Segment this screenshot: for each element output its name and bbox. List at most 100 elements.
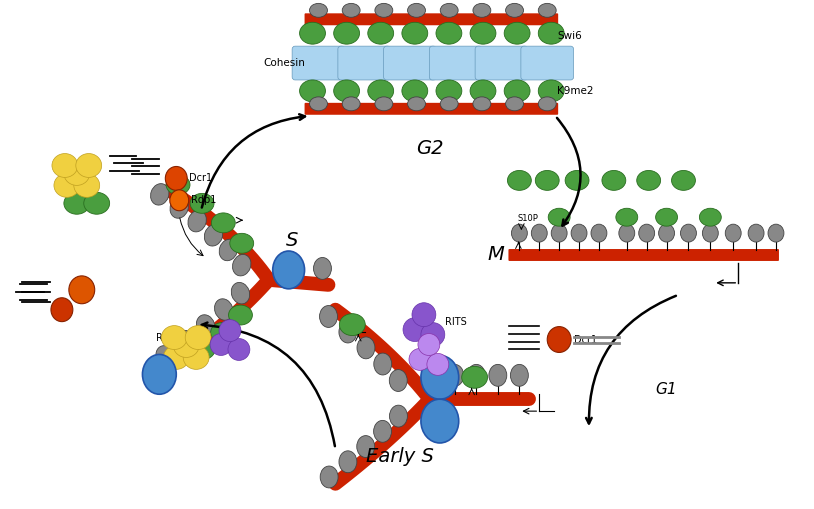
FancyBboxPatch shape	[475, 46, 527, 80]
Ellipse shape	[374, 420, 392, 442]
Ellipse shape	[421, 355, 459, 399]
Ellipse shape	[702, 224, 718, 242]
Ellipse shape	[219, 239, 238, 261]
Ellipse shape	[547, 327, 571, 352]
Ellipse shape	[446, 364, 464, 386]
Ellipse shape	[339, 314, 365, 335]
Ellipse shape	[538, 4, 556, 17]
Ellipse shape	[409, 349, 431, 371]
Ellipse shape	[52, 154, 78, 178]
Ellipse shape	[418, 333, 440, 355]
Ellipse shape	[436, 80, 462, 102]
Ellipse shape	[339, 321, 357, 343]
Ellipse shape	[273, 251, 304, 289]
Ellipse shape	[412, 303, 435, 327]
FancyBboxPatch shape	[292, 46, 345, 80]
Ellipse shape	[357, 436, 374, 458]
Ellipse shape	[357, 337, 375, 359]
Ellipse shape	[389, 370, 407, 391]
Ellipse shape	[212, 213, 235, 233]
Ellipse shape	[278, 254, 295, 276]
Ellipse shape	[403, 318, 427, 342]
Ellipse shape	[467, 364, 485, 386]
Ellipse shape	[183, 346, 209, 370]
Ellipse shape	[532, 224, 547, 242]
Text: Dcr1: Dcr1	[189, 174, 212, 183]
Ellipse shape	[188, 210, 207, 232]
Ellipse shape	[402, 80, 427, 102]
Ellipse shape	[591, 224, 607, 242]
Ellipse shape	[768, 224, 784, 242]
Ellipse shape	[440, 4, 458, 17]
Ellipse shape	[233, 254, 251, 276]
Ellipse shape	[421, 323, 444, 347]
Ellipse shape	[672, 171, 695, 190]
Ellipse shape	[164, 346, 189, 370]
Ellipse shape	[551, 224, 567, 242]
Ellipse shape	[619, 224, 635, 242]
Ellipse shape	[507, 171, 532, 190]
Text: Swi6: Swi6	[557, 31, 582, 41]
Ellipse shape	[76, 154, 102, 178]
FancyBboxPatch shape	[509, 249, 779, 261]
Ellipse shape	[659, 224, 675, 242]
Ellipse shape	[616, 208, 637, 226]
Ellipse shape	[51, 298, 72, 322]
Ellipse shape	[170, 190, 189, 211]
Text: RITS: RITS	[444, 317, 466, 327]
Ellipse shape	[170, 197, 188, 218]
Text: Early S: Early S	[366, 447, 434, 466]
Ellipse shape	[342, 97, 360, 111]
Ellipse shape	[142, 354, 177, 394]
Ellipse shape	[408, 4, 426, 17]
Ellipse shape	[342, 4, 360, 17]
Ellipse shape	[215, 299, 233, 320]
Ellipse shape	[334, 80, 360, 102]
Text: Cohesin: Cohesin	[264, 58, 305, 68]
Ellipse shape	[571, 224, 587, 242]
Ellipse shape	[309, 97, 327, 111]
Ellipse shape	[504, 22, 530, 44]
Text: G1: G1	[656, 382, 677, 397]
Ellipse shape	[300, 80, 326, 102]
Ellipse shape	[173, 333, 199, 357]
Ellipse shape	[389, 405, 407, 427]
Ellipse shape	[536, 171, 559, 190]
Ellipse shape	[231, 282, 250, 304]
Ellipse shape	[510, 364, 528, 386]
Ellipse shape	[229, 305, 252, 325]
Ellipse shape	[655, 208, 677, 226]
Ellipse shape	[538, 22, 564, 44]
Ellipse shape	[375, 4, 393, 17]
Text: S: S	[286, 231, 298, 249]
Ellipse shape	[421, 399, 459, 443]
Ellipse shape	[565, 171, 589, 190]
Ellipse shape	[300, 22, 326, 44]
Ellipse shape	[639, 224, 654, 242]
Ellipse shape	[473, 4, 491, 17]
FancyBboxPatch shape	[383, 46, 436, 80]
Ellipse shape	[681, 224, 697, 242]
Ellipse shape	[228, 338, 250, 360]
Ellipse shape	[368, 22, 394, 44]
Ellipse shape	[440, 97, 458, 111]
Ellipse shape	[548, 208, 570, 226]
Ellipse shape	[473, 97, 491, 111]
Ellipse shape	[375, 97, 393, 111]
Ellipse shape	[748, 224, 764, 242]
Ellipse shape	[470, 80, 496, 102]
Text: M: M	[488, 245, 505, 265]
Ellipse shape	[204, 224, 223, 246]
Ellipse shape	[436, 22, 462, 44]
Ellipse shape	[74, 174, 99, 197]
Ellipse shape	[219, 320, 241, 342]
Ellipse shape	[230, 233, 254, 253]
Ellipse shape	[470, 22, 496, 44]
Ellipse shape	[191, 340, 215, 359]
Ellipse shape	[334, 22, 360, 44]
Text: S10P: S10P	[518, 214, 538, 223]
Ellipse shape	[196, 315, 215, 336]
Ellipse shape	[699, 208, 721, 226]
Ellipse shape	[538, 80, 564, 102]
FancyBboxPatch shape	[304, 13, 558, 25]
